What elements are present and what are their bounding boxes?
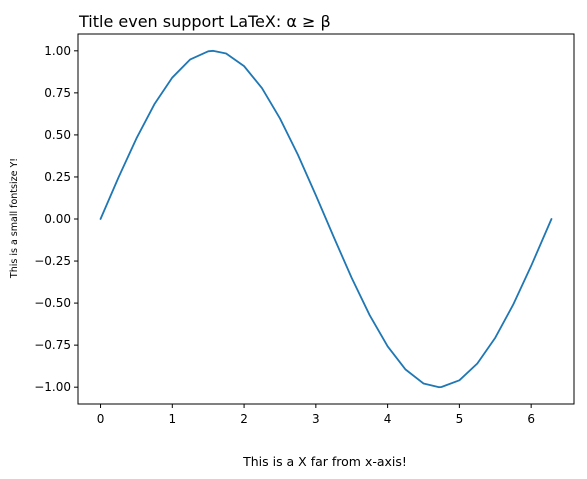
series-line-0 bbox=[99, 49, 553, 389]
axes: 0 1 2 3 4 5 6 1.00 0.75 0.50 0.25 0.00 −0.25 −0.50 −0.… bbox=[34, 33, 575, 426]
x-tick-label: 1 bbox=[168, 412, 176, 426]
y-tick-label: 0.00 bbox=[44, 212, 71, 226]
x-tick-label: 0 bbox=[97, 412, 105, 426]
y-tick-label: 1.00 bbox=[44, 44, 71, 58]
x-tick-label: 3 bbox=[312, 412, 320, 426]
chart-title: Title even support LaTeX: α ≥ β bbox=[78, 12, 331, 31]
y-tick-label: −0.75 bbox=[34, 338, 71, 352]
x-axis-label: This is a X far from x-axis! bbox=[242, 454, 407, 469]
y-tick-label: 0.75 bbox=[44, 86, 71, 100]
y-tick-label: −0.50 bbox=[34, 296, 71, 310]
y-tick-label: −1.00 bbox=[34, 380, 71, 394]
x-tick-label: 4 bbox=[384, 412, 392, 426]
x-tick-label: 6 bbox=[527, 412, 535, 426]
y-axis-label: This is a small fontsize Y! bbox=[9, 158, 20, 279]
y-tick-label: 0.25 bbox=[44, 170, 71, 184]
x-tick-label: 5 bbox=[456, 412, 464, 426]
x-tick-label: 2 bbox=[240, 412, 248, 426]
y-tick-label: 0.50 bbox=[44, 128, 71, 142]
y-tick-label: −0.25 bbox=[34, 254, 71, 268]
plot-frame bbox=[77, 33, 575, 405]
